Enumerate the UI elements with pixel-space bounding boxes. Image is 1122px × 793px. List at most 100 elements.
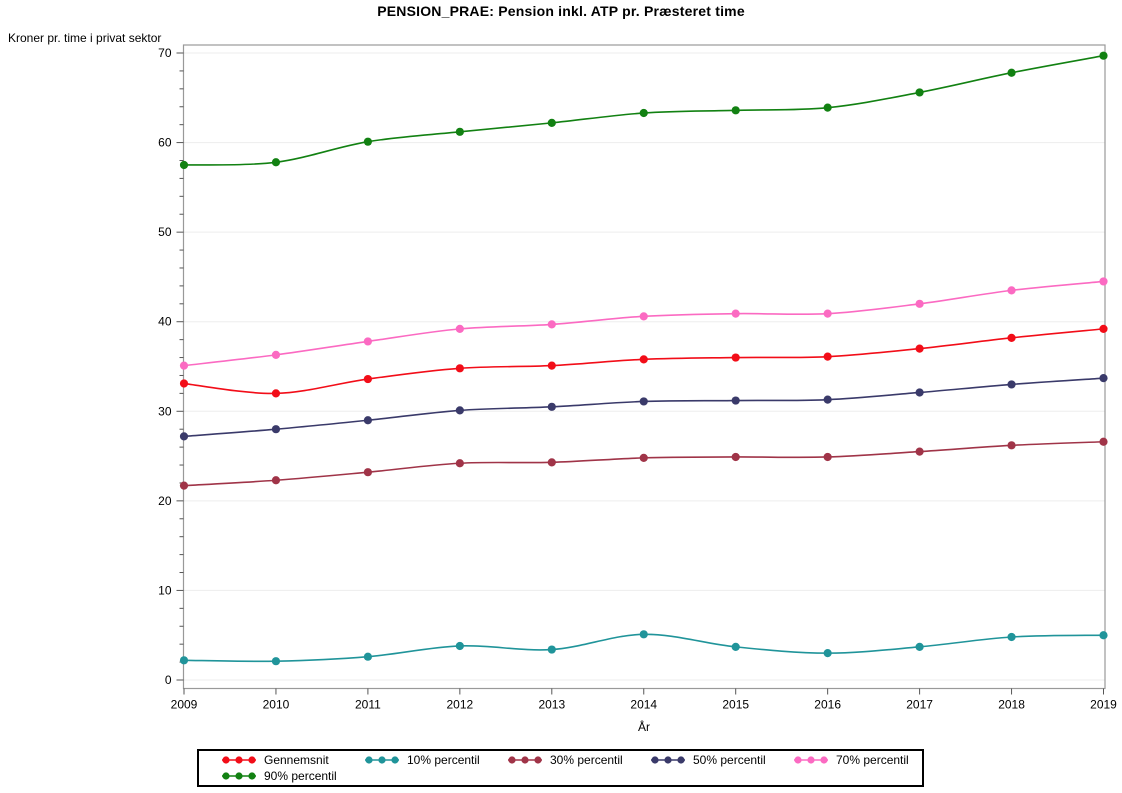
legend-item-50pct-percentil: 50% percentil — [650, 753, 793, 767]
data-point-marker — [1007, 632, 1016, 642]
data-point-marker — [455, 324, 464, 333]
data-point-marker — [639, 108, 648, 118]
y-tick-label: 70 — [158, 46, 172, 60]
data-point-marker — [547, 320, 556, 329]
data-point-marker — [363, 468, 372, 477]
data-point-marker — [915, 88, 924, 97]
data-point-marker — [547, 645, 556, 654]
y-tick-label: 0 — [165, 673, 172, 687]
data-point-marker — [731, 396, 740, 405]
series-90pct-percentil — [179, 51, 1108, 170]
data-point-marker — [915, 388, 924, 397]
legend-row: 90% percentil — [221, 768, 922, 784]
legend-item-10pct-percentil: 10% percentil — [364, 753, 507, 767]
data-point-marker — [455, 364, 464, 373]
data-point-marker — [547, 118, 556, 127]
y-tick-label: 50 — [158, 225, 172, 239]
data-point-marker — [547, 402, 556, 411]
data-point-marker — [179, 361, 189, 370]
series-30pct-percentil — [179, 437, 1108, 490]
legend-marker-icon — [651, 756, 685, 764]
data-point-marker — [823, 649, 832, 658]
y-tick-label: 30 — [158, 404, 172, 418]
data-point-marker — [731, 106, 740, 115]
data-point-marker — [823, 352, 832, 361]
legend-marker-icon — [222, 772, 256, 780]
plot-frame — [182, 44, 1106, 690]
data-point-marker — [915, 642, 924, 651]
data-point-marker — [271, 158, 281, 167]
data-point-marker — [1099, 277, 1108, 286]
data-point-marker — [363, 652, 372, 661]
x-tick-label: 2012 — [446, 698, 473, 712]
data-point-marker — [639, 630, 648, 639]
x-tick-label: 2019 — [1090, 698, 1117, 712]
series-gennemsnit — [179, 324, 1108, 398]
legend-item-90pct-percentil: 90% percentil — [221, 769, 364, 783]
data-point-marker — [639, 397, 648, 406]
legend-marker-icon — [222, 756, 256, 764]
legend-label: 90% percentil — [264, 769, 337, 783]
x-tick-label: 2013 — [538, 698, 565, 712]
legend-label: 10% percentil — [407, 753, 480, 767]
legend-marker-icon — [794, 756, 828, 764]
data-point-marker — [823, 395, 832, 404]
data-point-marker — [1007, 441, 1016, 450]
data-point-marker — [823, 103, 832, 112]
data-point-marker — [271, 425, 281, 434]
series-70pct-percentil — [179, 277, 1108, 370]
x-tick-label: 2010 — [263, 698, 290, 712]
series-line — [183, 280, 1104, 367]
x-tick-label: 2017 — [906, 698, 933, 712]
data-point-marker — [1007, 286, 1016, 295]
data-point-marker — [1099, 631, 1108, 640]
data-point-marker — [915, 299, 924, 308]
data-point-marker — [271, 657, 281, 666]
x-axis: 2009 2010 2011 2012 2013 2014 2015 2016 2017 2018… — [171, 688, 1117, 712]
x-tick-label: 2015 — [722, 698, 749, 712]
data-point-marker — [1007, 333, 1016, 342]
data-point-marker — [1007, 68, 1016, 77]
series-50pct-percentil — [179, 374, 1108, 441]
x-tick-label: 2011 — [355, 698, 381, 712]
data-point-marker — [547, 458, 556, 467]
data-point-marker — [179, 656, 189, 665]
data-point-marker — [271, 350, 281, 359]
data-point-marker — [1099, 324, 1108, 333]
data-point-marker — [1099, 437, 1108, 446]
data-point-marker — [179, 379, 189, 388]
data-point-marker — [1007, 380, 1016, 389]
data-point-marker — [363, 374, 372, 384]
y-tick-label: 10 — [158, 583, 172, 597]
y-axis-title: Kroner pr. time i privat sektor — [8, 31, 162, 45]
legend-label: 30% percentil — [550, 753, 623, 767]
data-point-marker — [363, 137, 372, 146]
data-point-marker — [179, 160, 189, 170]
data-point-marker — [363, 416, 372, 425]
legend-label: Gennemsnit — [264, 753, 329, 767]
series-10pct-percentil — [179, 630, 1108, 666]
x-tick-label: 2016 — [814, 698, 841, 712]
data-point-marker — [271, 389, 281, 398]
legend-item-30pct-percentil: 30% percentil — [507, 753, 650, 767]
data-point-marker — [455, 641, 464, 651]
data-point-marker — [639, 355, 648, 364]
data-point-marker — [179, 432, 189, 441]
data-point-marker — [455, 459, 464, 468]
y-tick-label: 20 — [158, 494, 172, 508]
legend-label: 50% percentil — [693, 753, 766, 767]
data-point-marker — [1099, 51, 1108, 60]
x-axis-title: År — [638, 720, 650, 734]
x-tick-label: 2018 — [998, 698, 1025, 712]
y-axis: 0 10 20 30 40 50 60 70 — [158, 46, 184, 687]
series-line — [183, 440, 1104, 487]
data-point-marker — [547, 361, 556, 370]
data-point-marker — [639, 453, 648, 462]
data-point-marker — [639, 312, 648, 321]
data-point-marker — [731, 353, 740, 362]
data-point-marker — [731, 452, 740, 462]
data-point-marker — [915, 344, 924, 353]
data-point-marker — [915, 447, 924, 456]
